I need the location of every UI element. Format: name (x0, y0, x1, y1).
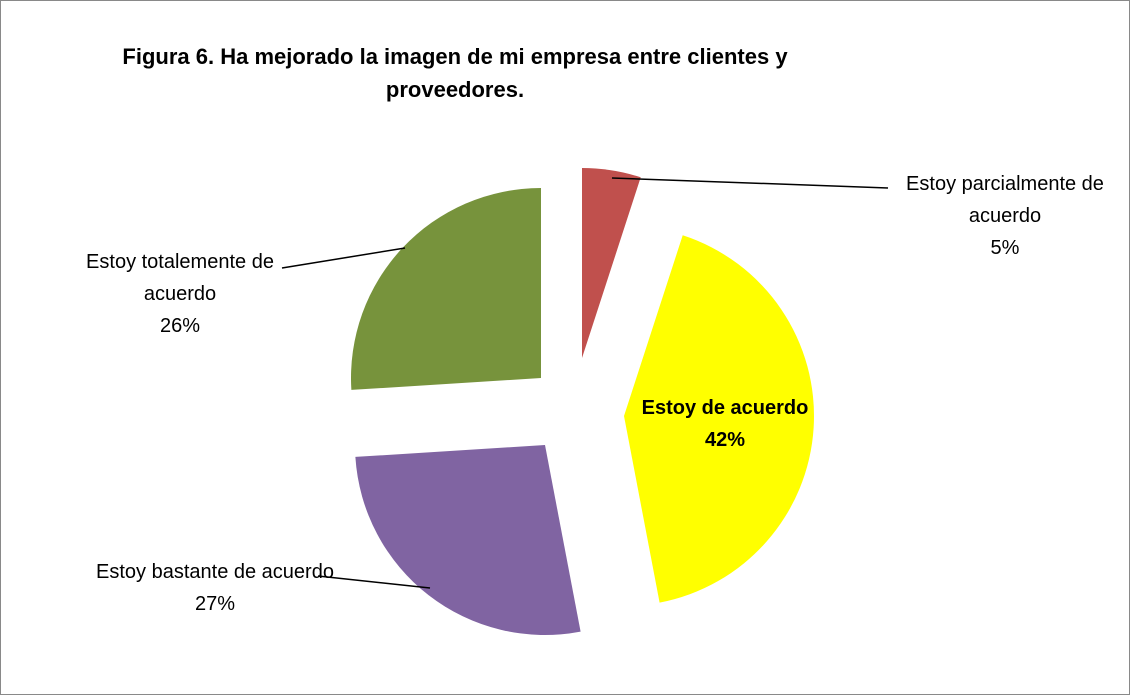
slice-name: Estoy de acuerdo (641, 397, 809, 419)
slice-label: Estoy de acuerdo 42% (610, 392, 840, 456)
pie-slice (582, 168, 641, 358)
leader-line (281, 247, 406, 269)
slice-name: Estoy bastante de acuerdo (96, 561, 334, 583)
pie-slice (624, 235, 815, 603)
slice-name: Estoy totalemente de acuerdo (86, 251, 274, 305)
slice-value: 42% (704, 429, 746, 451)
leader-line (317, 575, 431, 589)
slice-value: 5% (990, 237, 1020, 259)
pie-slice (350, 188, 541, 390)
pie-slice (355, 445, 581, 635)
slice-name: Estoy parcialmente de acuerdo (906, 173, 1104, 227)
leader-line (611, 177, 889, 189)
slice-value: 27% (194, 593, 236, 615)
slice-label: Estoy totalemente de acuerdo 26% (60, 246, 300, 342)
slice-value: 26% (159, 315, 201, 337)
slice-label: Estoy parcialmente de acuerdo 5% (890, 168, 1120, 264)
chart-title: Figura 6. Ha mejorado la imagen de mi em… (122, 44, 788, 102)
slice-label: Estoy bastante de acuerdo 27% (95, 556, 335, 620)
